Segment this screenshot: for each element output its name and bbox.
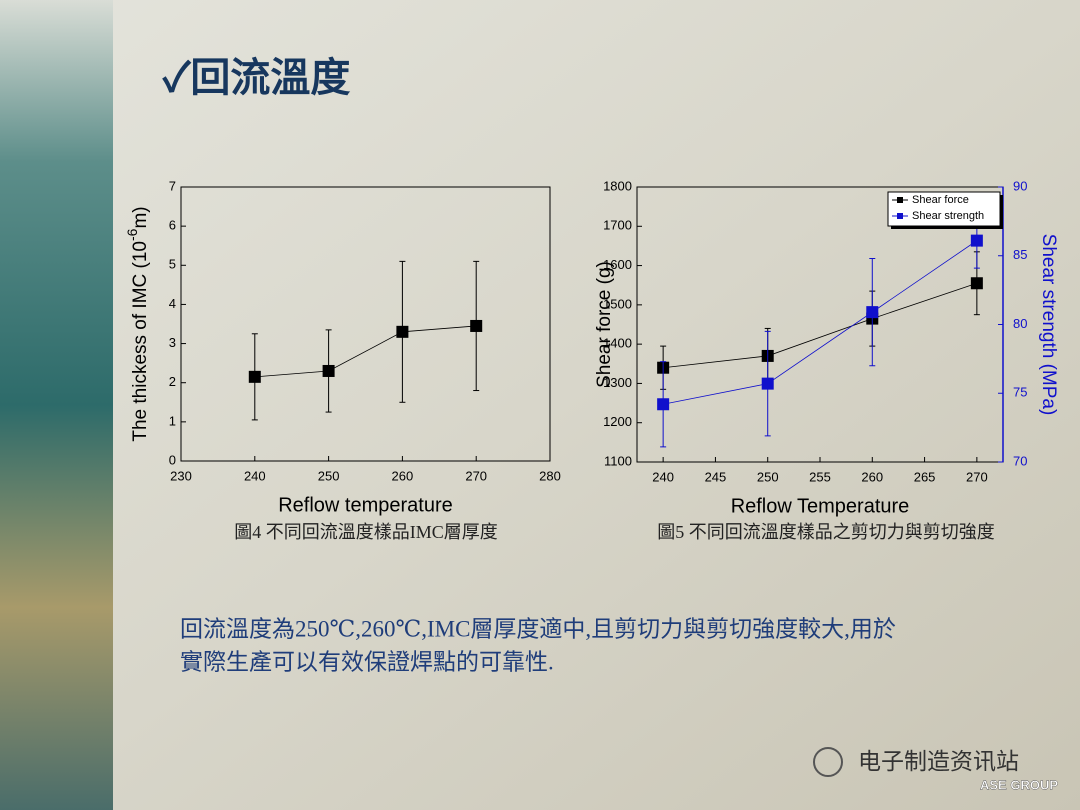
marker <box>970 277 983 290</box>
y-tick-label: 4 <box>169 296 176 311</box>
x-tick-label: 270 <box>465 468 487 483</box>
caption: 圖5 不同回流溫度樣品之剪切力與剪切強度 <box>657 522 995 542</box>
legend-marker <box>897 197 903 203</box>
y-tick-label: 6 <box>169 218 176 233</box>
y-tick-label: 1600 <box>603 257 632 272</box>
caption: 圖4 不同回流溫度樣品IMC層厚度 <box>234 522 498 542</box>
marker <box>248 370 261 383</box>
body-text: 實際生產可以有效保證焊點的可靠性. <box>180 649 554 674</box>
legend-label: Shear force <box>912 194 969 206</box>
x-tick-label: 260 <box>861 469 883 484</box>
y2-tick-label: 90 <box>1013 178 1027 193</box>
y-axis-label-part: m) <box>130 206 151 228</box>
y-tick-label: 1 <box>169 413 176 428</box>
slide-title: ✓回流溫度 <box>162 55 350 100</box>
y2-tick-label: 80 <box>1013 316 1027 331</box>
plot-area <box>180 186 551 462</box>
y-tick-label: 1200 <box>603 414 632 429</box>
series-line <box>254 325 477 378</box>
marker <box>396 325 409 338</box>
wechat-icon <box>813 747 843 777</box>
watermark: 电子制造资讯站 <box>858 748 1019 774</box>
y-tick-label: 1100 <box>604 453 632 468</box>
marker <box>970 234 983 247</box>
photo-strip <box>0 0 113 810</box>
y2-tick-label: 85 <box>1013 247 1027 262</box>
y-axis-label-part: The thickess of IMC (10 <box>130 241 151 442</box>
y-tick-label: 0 <box>169 452 176 467</box>
marker <box>470 319 483 332</box>
x-axis-label: Reflow Temperature <box>731 495 910 517</box>
x-tick-label: 245 <box>705 469 727 484</box>
y-axis-label: The thickess of IMC (10-6m) <box>124 206 151 441</box>
y-tick-label: 7 <box>169 178 176 193</box>
marker <box>657 398 670 411</box>
x-tick-label: 270 <box>966 469 988 484</box>
y2-tick-label: 75 <box>1013 385 1027 400</box>
marker <box>322 364 335 377</box>
x-tick-label: 250 <box>757 469 779 484</box>
x-tick-label: 260 <box>392 468 414 483</box>
x-tick-label: 280 <box>539 468 561 483</box>
marker <box>866 306 879 319</box>
x-tick-label: 230 <box>170 468 192 483</box>
marker <box>761 377 774 390</box>
legend <box>887 191 1001 227</box>
series-line <box>663 240 978 405</box>
y-tick-label: 1500 <box>603 296 632 311</box>
y2-tick-label: 70 <box>1013 453 1027 468</box>
x-axis-label: Reflow temperature <box>278 494 453 516</box>
x-tick-label: 255 <box>809 469 831 484</box>
legend-label: Shear strength <box>912 210 984 222</box>
x-tick-label: 240 <box>244 468 266 483</box>
x-tick-label: 250 <box>318 468 340 483</box>
y-tick-label: 3 <box>169 335 176 350</box>
y-tick-label: 5 <box>169 257 176 272</box>
y-axis-label-part: -6 <box>124 228 140 241</box>
y-tick-label: 1800 <box>603 178 632 193</box>
y-tick-label: 1300 <box>603 375 632 390</box>
legend-marker <box>897 213 903 219</box>
y-tick-label: 1700 <box>603 218 632 233</box>
x-tick-label: 240 <box>652 469 674 484</box>
y-tick-label: 1400 <box>603 336 632 351</box>
y-tick-label: 2 <box>169 374 176 389</box>
logo: ASE GROUP <box>980 777 1058 792</box>
y2-axis-label: Shear strength (MPa) <box>1038 234 1059 416</box>
y-axis-label: Shear force (g) <box>594 261 615 388</box>
body-text: 回流溫度為250℃,260℃,IMC層厚度適中,且剪切力與剪切強度較大,用於 <box>180 616 896 641</box>
x-tick-label: 265 <box>914 469 936 484</box>
series-line <box>663 282 977 369</box>
